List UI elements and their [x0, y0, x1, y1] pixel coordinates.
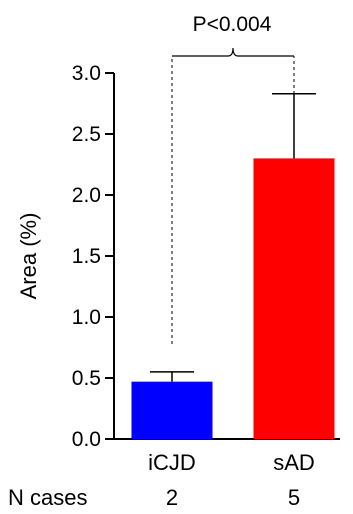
bars — [131, 92, 335, 439]
y-axis-label: Area (%) — [16, 213, 41, 300]
bracket-curly — [172, 47, 294, 57]
x-tick-label-icjd: iCJD — [148, 450, 196, 475]
p-value-annotation: P<0.004 — [193, 13, 272, 36]
n-cases-label: N cases — [8, 485, 87, 510]
y-tick-label: 3.0 — [72, 62, 101, 85]
y-tick-label: 2.5 — [72, 123, 101, 146]
y-tick-label: 0.5 — [72, 367, 101, 390]
bar-icjd — [131, 381, 213, 439]
y-ticks: 0.0 0.5 1.0 1.5 2.0 2.5 3.0 — [72, 62, 114, 451]
significance-bracket — [171, 47, 295, 344]
bar-sad — [253, 158, 335, 439]
y-tick-label: 0.0 — [72, 428, 101, 451]
y-tick-label: 2.0 — [72, 184, 101, 207]
y-tick-label: 1.5 — [72, 245, 101, 268]
y-tick-label: 1.0 — [72, 306, 101, 329]
n-cases-value-icjd: 2 — [166, 485, 178, 510]
x-tick-label-sad: sAD — [273, 450, 315, 475]
n-cases-value-sad: 5 — [288, 485, 300, 510]
